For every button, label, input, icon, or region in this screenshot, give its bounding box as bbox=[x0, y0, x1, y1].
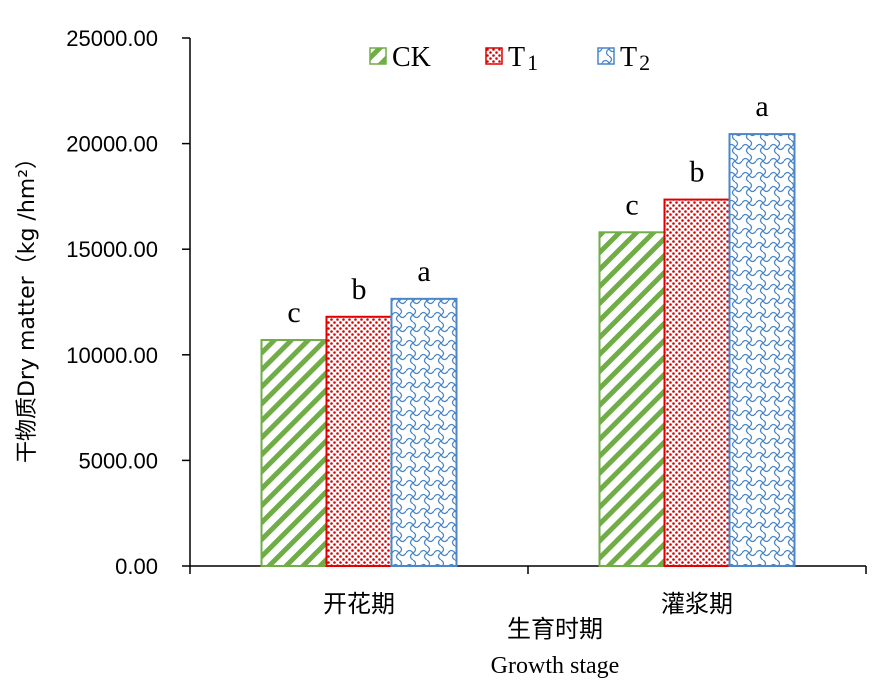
y-tick-label: 25000.00 bbox=[66, 26, 158, 51]
bar-ck-2 bbox=[598, 231, 666, 568]
bar-significance-label: c bbox=[287, 296, 300, 329]
bars: c b a c b a bbox=[260, 90, 796, 568]
x-axis-title-zh: 生育时期 bbox=[507, 615, 603, 643]
x-axis-title-en: Growth stage bbox=[491, 653, 620, 679]
x-category-label: 开花期 bbox=[323, 590, 395, 618]
y-tick-label: 5000.00 bbox=[78, 448, 158, 473]
y-axis-title: 干物质Dry matter（kg /hm²） bbox=[15, 147, 40, 463]
bar-t2-2 bbox=[728, 133, 796, 567]
legend-swatch-ck bbox=[369, 47, 387, 65]
bar-significance-label: b bbox=[352, 273, 367, 306]
bar-significance-label: b bbox=[690, 156, 705, 189]
y-axis: 0.00 5000.00 10000.00 15000.00 20000.00 25000… bbox=[66, 26, 191, 579]
legend-label-t2: T2 bbox=[620, 42, 650, 75]
x-axis: 开花期 灌浆期 bbox=[189, 565, 867, 618]
y-tick-label: 0.00 bbox=[115, 554, 158, 579]
legend-label-ck: CK bbox=[392, 42, 431, 73]
bar-t1-1 bbox=[325, 315, 393, 567]
y-tick-label: 15000.00 bbox=[66, 237, 158, 262]
bar-ck-1 bbox=[260, 339, 328, 567]
bar-t2-1 bbox=[390, 297, 458, 567]
x-category-label: 灌浆期 bbox=[661, 590, 733, 618]
bar-significance-label: a bbox=[755, 90, 768, 123]
bar-significance-label: c bbox=[625, 188, 638, 221]
legend-swatch-t2 bbox=[597, 47, 615, 65]
y-tick-label: 10000.00 bbox=[66, 343, 158, 368]
y-tick-label: 20000.00 bbox=[66, 132, 158, 157]
bar-t1-2 bbox=[663, 198, 731, 567]
legend-label-t1: T1 bbox=[508, 42, 538, 75]
bar-significance-label: a bbox=[417, 255, 430, 288]
legend: CK T1 T2 bbox=[369, 42, 650, 75]
legend-swatch-t1 bbox=[485, 47, 503, 65]
